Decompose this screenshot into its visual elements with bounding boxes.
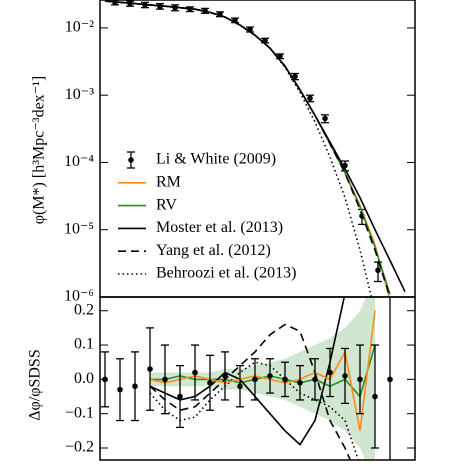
data-point — [237, 383, 243, 390]
y-tick-label: −0.1 — [65, 404, 94, 421]
y-tick-label: 10⁻⁶ — [64, 288, 94, 305]
y-tick-label: 0.0 — [74, 370, 94, 387]
data-point — [387, 376, 393, 383]
data-point — [312, 376, 318, 383]
data-point — [375, 267, 381, 274]
data-point — [222, 373, 228, 379]
line-series — [149, 323, 352, 460]
data-point — [342, 373, 348, 379]
legend-label: Li & White (2009) — [156, 151, 276, 168]
plot-area — [104, 0, 406, 297]
plot-area — [101, 297, 393, 460]
data-point — [267, 373, 273, 379]
y-tick-label: 10⁻⁴ — [64, 153, 94, 170]
legend-label: RM — [156, 173, 181, 190]
y-axis-label: Δφ/φSDSS — [27, 349, 44, 420]
data-point — [357, 376, 363, 383]
y-axis-label: φ(M*) [h³Mpc⁻³dex⁻¹] — [31, 76, 48, 224]
data-point — [307, 95, 313, 102]
line-series — [104, 0, 373, 297]
y-tick-label: 10⁻³ — [65, 86, 94, 103]
data-point — [207, 379, 213, 386]
data-point — [117, 386, 123, 393]
data-point — [252, 376, 258, 383]
data-point — [177, 393, 183, 400]
y-tick-label: 0.2 — [74, 301, 94, 318]
line-series — [149, 297, 346, 446]
line-series — [104, 0, 391, 297]
data-point — [162, 376, 168, 383]
uncertainty-band — [150, 297, 375, 460]
legend-marker — [128, 157, 134, 163]
plot-frame — [99, 296, 416, 461]
legend-label: RV — [156, 196, 177, 213]
data-point — [132, 383, 138, 390]
data-point — [282, 376, 288, 383]
y-tick-label: −0.2 — [65, 439, 94, 456]
line-series — [149, 310, 376, 431]
legend-label: Behroozi et al. (2013) — [156, 265, 296, 282]
data-point — [372, 393, 378, 400]
line-series — [149, 361, 360, 460]
data-point — [327, 369, 333, 376]
data-point — [192, 369, 198, 376]
data-point — [297, 379, 303, 386]
legend-label: Moster et al. (2013) — [156, 219, 283, 236]
y-tick-label: 10⁻² — [65, 19, 94, 36]
y-tick-label: 10⁻⁵ — [64, 220, 94, 237]
data-point — [322, 115, 328, 122]
data-point — [147, 366, 153, 372]
data-point — [292, 73, 298, 80]
y-tick-label: 0.1 — [74, 336, 94, 353]
legend-label: Yang et al. (2012) — [156, 242, 271, 259]
